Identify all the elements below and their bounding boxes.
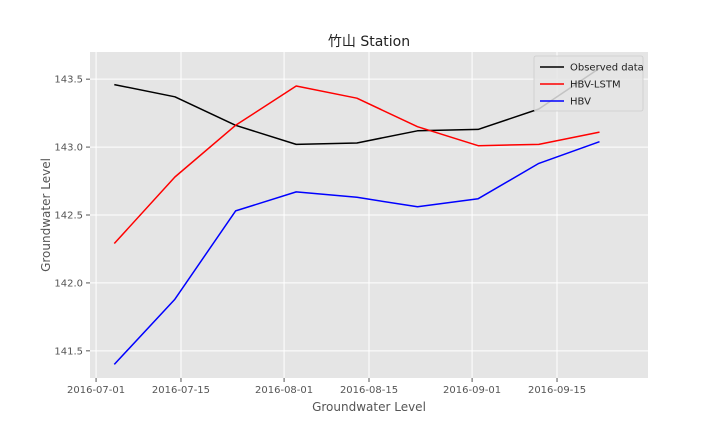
legend-entry: HBV bbox=[570, 97, 591, 108]
legend: Observed data HBV-LSTM HBV bbox=[533, 55, 644, 112]
x-axis-label: Groundwater Level bbox=[312, 400, 426, 414]
y-axis-label: Groundwater Level bbox=[39, 158, 53, 272]
y-tick-label: 142.0 bbox=[54, 278, 83, 289]
x-tick-label: 2016-08-15 bbox=[340, 385, 398, 396]
y-tick-label: 143.5 bbox=[54, 75, 83, 86]
chart-title: 竹山 Station bbox=[328, 34, 410, 50]
series-line-hbv bbox=[113, 140, 600, 365]
grid-lines bbox=[90, 52, 648, 378]
x-tick-label: 2016-09-15 bbox=[528, 385, 586, 396]
x-tick-label: 2016-09-01 bbox=[443, 385, 501, 396]
legend-box bbox=[533, 55, 644, 112]
axes: 141.5 142.0 142.5 143.0 143.5 2016-07-01 2016-… bbox=[54, 75, 586, 396]
x-tick-label: 2016-08-01 bbox=[255, 385, 313, 396]
y-tick-label: 143.0 bbox=[54, 143, 83, 154]
y-tick-label: 141.5 bbox=[54, 346, 83, 357]
legend-entry: Observed data bbox=[570, 63, 644, 74]
legend-entry: HBV-LSTM bbox=[570, 80, 621, 91]
series-lines bbox=[113, 67, 600, 365]
series-line-observed-data bbox=[114, 67, 600, 146]
x-tick-label: 2016-07-15 bbox=[152, 385, 210, 396]
series-line-hbv-lstm bbox=[113, 85, 600, 245]
y-tick-label: 142.5 bbox=[54, 211, 83, 222]
x-tick-label: 2016-07-01 bbox=[67, 385, 125, 396]
